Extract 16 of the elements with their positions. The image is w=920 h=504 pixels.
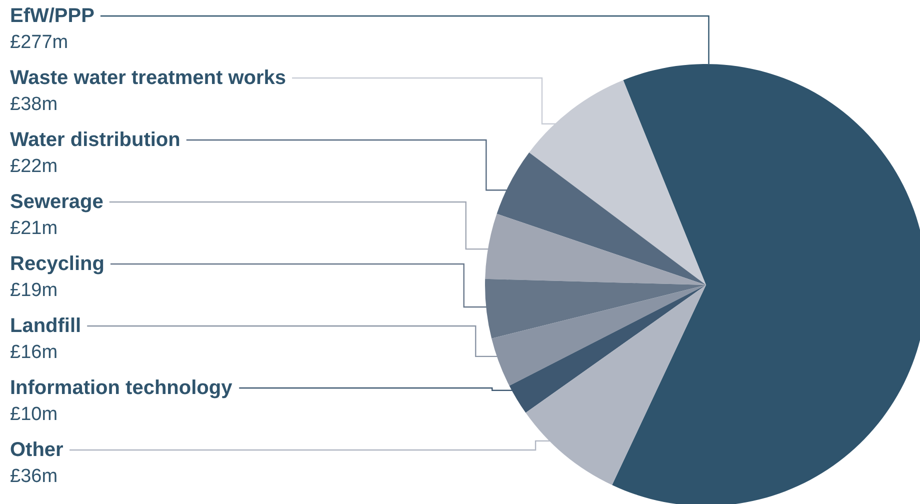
data-label: £16m: [10, 342, 58, 363]
data-label: £10m: [10, 404, 58, 425]
data-label: £19m: [10, 280, 58, 301]
slice-label: Recycling: [10, 253, 104, 275]
slice-label: Other: [10, 439, 64, 461]
data-label: £21m: [10, 218, 58, 239]
data-label: £36m: [10, 466, 58, 487]
slice-label: Waste water treatment works: [10, 67, 286, 89]
data-label: £22m: [10, 156, 58, 177]
data-label: £38m: [10, 94, 58, 115]
slice-label: EfW/PPP: [10, 5, 94, 27]
slice-label: Water distribution: [10, 129, 180, 151]
slice-label: Sewerage: [10, 191, 104, 213]
slice-label: Information technology: [10, 377, 234, 399]
slice-label: Landfill: [10, 315, 82, 337]
data-label: £277m: [10, 32, 68, 53]
